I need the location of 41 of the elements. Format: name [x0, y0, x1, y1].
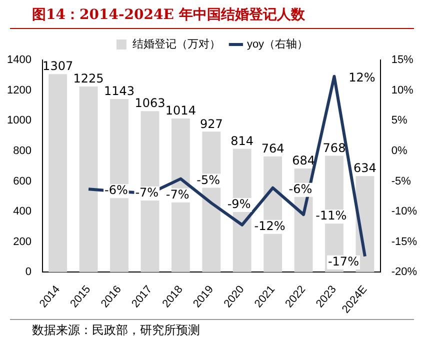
y2-tick-label: 15%	[391, 54, 414, 66]
data-label: 1014	[165, 104, 196, 118]
y-tick-label: 0	[25, 266, 32, 278]
y-tick-label: 200	[13, 236, 32, 248]
data-label: -11%	[316, 208, 347, 223]
y2-tick-label: -10%	[391, 206, 418, 218]
data-label: 814	[230, 134, 254, 148]
data-label: 1063	[134, 96, 166, 110]
data-label: 634	[354, 161, 376, 176]
y2-tick-label: 5%	[391, 114, 408, 127]
data-label: -9%	[227, 197, 251, 212]
data-label: 927	[200, 116, 223, 131]
data-label: -12%	[254, 218, 286, 233]
y-tick-label: 1200	[6, 84, 32, 96]
y-tick-label: 1000	[6, 114, 32, 127]
data-label: -6%	[288, 182, 312, 196]
data-label: -17%	[328, 254, 359, 269]
y-tick-label: 1400	[6, 54, 32, 66]
data-label: 1307	[42, 59, 74, 74]
data-label: -5%	[196, 172, 220, 187]
y-tick-label: 400	[13, 206, 32, 218]
legend-label: yoy（右轴）	[246, 38, 308, 51]
data-label: 684	[292, 154, 315, 168]
legend-label: 结婚登记（万对）	[132, 38, 220, 51]
data-label: 1225	[73, 72, 104, 86]
data-label: -7%	[166, 187, 190, 202]
source-note: 数据来源：民政部，研究所预测	[10, 319, 414, 342]
data-label: 1143	[104, 84, 135, 98]
bar	[79, 86, 98, 272]
y2-tick-label: 0%	[391, 144, 408, 157]
data-label: 768	[322, 140, 346, 155]
data-label: 12%	[348, 70, 376, 84]
y2-tick-label: -20%	[391, 266, 418, 278]
y-tick-label: 600	[13, 175, 32, 188]
y2-tick-label: -15%	[391, 236, 418, 248]
y2-tick-label: 10%	[391, 84, 414, 96]
chart-title: 图14：2014-2024E 年中国结婚登记人数	[10, 0, 414, 29]
y-tick-label: 800	[13, 144, 32, 157]
data-label: 764	[261, 142, 284, 156]
y2-tick-label: -5%	[391, 175, 412, 188]
bar	[48, 74, 68, 272]
